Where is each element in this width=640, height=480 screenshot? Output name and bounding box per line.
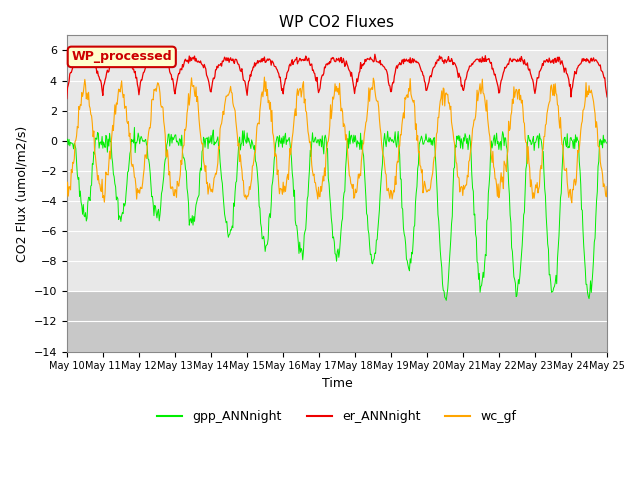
- Y-axis label: CO2 Flux (umol/m2/s): CO2 Flux (umol/m2/s): [15, 125, 28, 262]
- Bar: [67, 291, 607, 351]
- Text: WP_processed: WP_processed: [72, 50, 172, 63]
- X-axis label: Time: Time: [321, 377, 352, 390]
- Legend: gpp_ANNnight, er_ANNnight, wc_gf: gpp_ANNnight, er_ANNnight, wc_gf: [152, 405, 522, 428]
- Title: WP CO2 Fluxes: WP CO2 Fluxes: [280, 15, 394, 30]
